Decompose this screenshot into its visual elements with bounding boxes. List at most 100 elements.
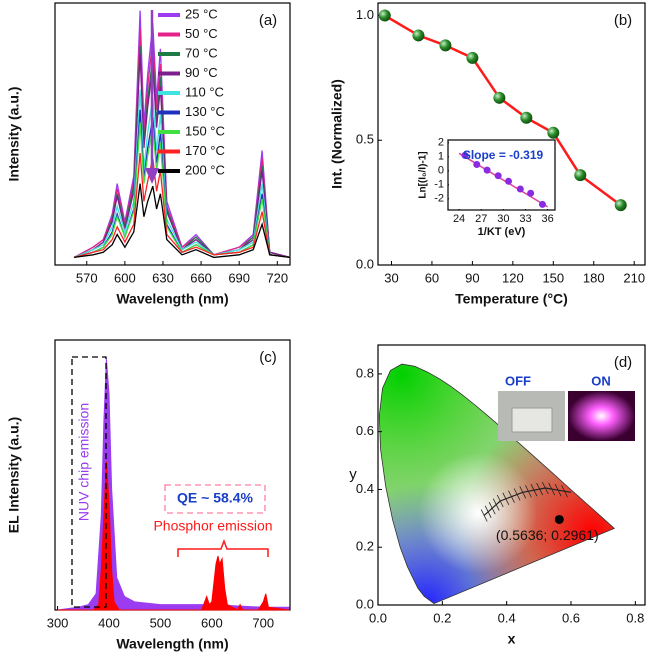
isotherm <box>554 483 562 497</box>
y-tick-label: 0.0 <box>356 596 374 611</box>
isotherm <box>530 483 538 497</box>
x-tick-label: 90 <box>465 270 479 285</box>
legend-label: 90 °C <box>185 65 218 80</box>
slope-label: Slope = -0.319 <box>463 148 544 162</box>
spectrum-line <box>73 28 291 259</box>
x-tick-label: 60 <box>425 270 439 285</box>
y-axis-label: EL Intensity (a.u.) <box>6 417 22 533</box>
data-point <box>439 39 452 52</box>
fit-line <box>458 152 548 208</box>
x-axis-label: Wavelength (nm) <box>116 291 228 307</box>
data-point <box>547 126 560 139</box>
y-tick-label: 2 <box>438 137 444 149</box>
data-point <box>412 29 425 42</box>
data-point <box>466 51 479 64</box>
label-on: ON <box>591 373 611 388</box>
data-point <box>493 91 506 104</box>
y-axis-label: Intensity (a.u.) <box>6 87 22 182</box>
isotherm <box>502 492 510 506</box>
nuv-box <box>71 356 107 608</box>
isotherm <box>480 509 488 522</box>
x-tick-label: 400 <box>98 615 120 630</box>
x-tick-label: 600 <box>201 615 223 630</box>
x-tick-label: 690 <box>228 270 250 285</box>
x-tick-label: 0.0 <box>369 610 387 625</box>
x-tick-label: 150 <box>542 270 564 285</box>
legend-label: 170 °C <box>185 143 225 158</box>
x-tick-label: 24 <box>453 213 465 225</box>
data-point <box>614 199 627 212</box>
y-tick-label: 0 <box>438 165 444 177</box>
panel-label: (c) <box>259 349 277 366</box>
chip-off <box>511 407 553 433</box>
x-axis-label: 1/KT (eV) <box>478 226 526 238</box>
spectrum-line <box>73 10 291 259</box>
y-tick-label: 0.8 <box>356 365 374 380</box>
legend-label: 200 °C <box>185 162 225 177</box>
panel-label: (a) <box>259 12 277 29</box>
nuv-label: NUV chip emission <box>76 403 92 521</box>
x-tick-label: 30 <box>384 270 398 285</box>
x-tick-label: 36 <box>541 213 553 225</box>
isotherm <box>496 494 504 508</box>
x-tick-label: 700 <box>252 615 274 630</box>
data-point <box>520 111 533 124</box>
x-tick-label: 570 <box>76 270 98 285</box>
qe-box <box>164 484 266 514</box>
data-point <box>538 200 546 208</box>
emission-area <box>57 461 290 611</box>
x-tick-label: 180 <box>583 270 605 285</box>
isotherm <box>548 482 556 496</box>
x-tick-label: 30 <box>497 213 509 225</box>
bracket <box>177 538 269 557</box>
data-point <box>378 9 391 22</box>
legend-label: 70 °C <box>185 45 218 60</box>
x-tick-label: 0.4 <box>498 610 516 625</box>
y-tick-label: 1.0 <box>356 7 374 22</box>
y-axis-label: y <box>349 466 357 483</box>
qe-label: QE ~ 58.4% <box>177 490 253 506</box>
isotherm <box>492 498 500 511</box>
data-point <box>516 185 524 193</box>
spectrum-line <box>74 183 291 259</box>
y-axis-label: Int. (Normalized) <box>329 79 345 189</box>
spectrum-line <box>73 122 291 259</box>
y-tick-label: 0.6 <box>356 423 374 438</box>
x-tick-label: 120 <box>502 270 524 285</box>
isotherm <box>513 488 521 501</box>
emission-area <box>57 358 290 611</box>
label-off: OFF <box>505 373 531 388</box>
y-tick-label: -2 <box>434 193 444 205</box>
legend-label: 110 °C <box>185 84 224 99</box>
spectral-locus <box>378 363 616 605</box>
spectrum-line <box>73 53 291 259</box>
spectrum-line <box>73 89 291 259</box>
plot-frame <box>447 139 556 211</box>
plot-frame <box>54 2 291 266</box>
data-point <box>461 151 469 159</box>
data-point <box>483 166 491 174</box>
isotherm <box>519 486 527 499</box>
isotherm <box>561 485 568 498</box>
x-tick-label: 33 <box>519 213 531 225</box>
y-axis-label: Ln[(I₀/I)-1] <box>418 151 429 198</box>
isotherm <box>488 502 496 515</box>
legend-label: 50 °C <box>185 26 218 41</box>
x-tick-label: 300 <box>47 615 69 630</box>
panel-label: (b) <box>614 12 632 29</box>
data-point <box>554 514 564 524</box>
panel-label: (d) <box>614 354 632 371</box>
point-label: (0.5636; 0.2961) <box>496 527 599 543</box>
x-axis-label: Temperature (°C) <box>455 291 568 307</box>
y-tick-label: 0.4 <box>356 481 374 496</box>
data-point <box>473 161 481 168</box>
legend-label: 130 °C <box>185 104 225 119</box>
y-tick-label: 0.5 <box>356 132 374 147</box>
x-axis-label: x <box>508 631 516 647</box>
x-tick-label: 0.6 <box>562 610 580 625</box>
x-axis-label: Wavelength (nm) <box>116 636 228 652</box>
y-tick-label: 1 <box>438 151 444 163</box>
y-tick-label: 0.2 <box>356 539 374 554</box>
x-tick-label: 630 <box>152 270 174 285</box>
